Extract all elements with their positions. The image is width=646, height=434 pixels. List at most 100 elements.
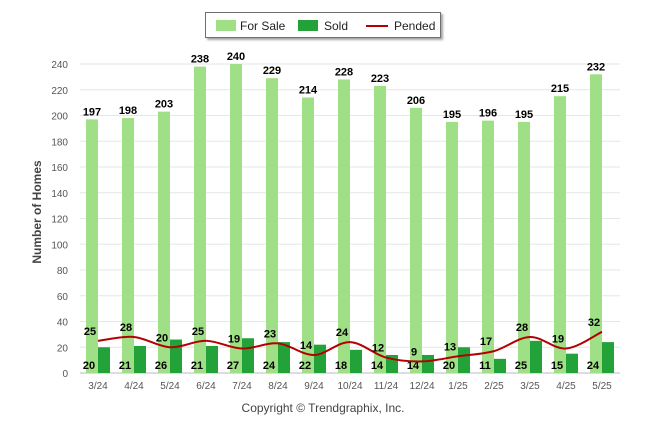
data-label-sold: 14 (407, 360, 420, 372)
x-tick-label: 4/24 (124, 381, 144, 392)
bar-sold (98, 347, 110, 373)
x-tick-label: 3/24 (88, 381, 108, 392)
data-label-pended: 24 (336, 327, 349, 339)
data-label-pended: 28 (120, 322, 132, 334)
copyright-text: Copyright © Trendgraphix, Inc. (241, 401, 405, 415)
legend-swatch-pended (366, 25, 388, 27)
bar-for-sale (446, 121, 458, 373)
y-tick-label: 0 (62, 369, 68, 380)
x-tick-label: 6/24 (196, 381, 216, 392)
bar-for-sale (122, 118, 134, 373)
legend: For Sale Sold Pended (205, 12, 441, 38)
data-label-pended: 13 (444, 341, 456, 353)
bar-sold (278, 342, 290, 373)
bar-sold (242, 338, 254, 373)
y-tick-label: 40 (57, 318, 69, 329)
y-tick-label: 120 (51, 215, 68, 226)
data-label-pended: 19 (228, 334, 240, 346)
data-label-for-sale: 229 (263, 65, 281, 77)
y-tick-label: 140 (51, 189, 68, 200)
data-label-sold: 11 (479, 360, 491, 372)
x-tick-label: 1/25 (448, 381, 468, 392)
bar-for-sale (338, 79, 350, 373)
x-tick-label: 2/25 (484, 381, 504, 392)
data-label-sold: 14 (371, 360, 384, 372)
bar-for-sale (86, 119, 98, 373)
data-label-pended: 17 (480, 336, 492, 348)
legend-label-pended: Pended (394, 19, 436, 33)
bar-for-sale (302, 97, 314, 373)
y-tick-label: 180 (51, 137, 68, 148)
y-tick-label: 60 (57, 292, 69, 303)
data-label-for-sale: 240 (227, 51, 245, 63)
y-tick-label: 80 (57, 266, 69, 277)
data-label-sold: 18 (335, 360, 347, 372)
bar-for-sale (194, 66, 206, 373)
data-label-sold: 25 (515, 360, 527, 372)
bar-sold (530, 340, 542, 373)
data-label-for-sale: 215 (551, 83, 569, 95)
x-tick-label: 7/24 (232, 381, 252, 392)
data-label-pended: 14 (300, 340, 313, 352)
data-label-for-sale: 195 (515, 109, 533, 121)
bar-sold (206, 345, 218, 373)
data-label-for-sale: 197 (83, 106, 101, 118)
bar-sold (422, 354, 434, 373)
bar-sold (170, 339, 182, 373)
legend-label-sold: Sold (324, 19, 349, 33)
data-label-pended: 20 (156, 332, 168, 344)
legend-swatch-sold (298, 20, 318, 31)
data-label-pended: 25 (84, 326, 96, 338)
bar-for-sale (590, 74, 602, 374)
data-label-sold: 27 (227, 360, 239, 372)
data-label-sold: 24 (587, 360, 600, 372)
x-tick-label: 5/25 (592, 381, 612, 392)
data-label-for-sale: 206 (407, 95, 425, 107)
bar-for-sale (158, 111, 170, 373)
data-label-sold: 15 (551, 360, 563, 372)
data-label-pended: 32 (588, 317, 600, 329)
y-tick-label: 200 (51, 112, 68, 123)
data-label-sold: 22 (299, 360, 311, 372)
bar-for-sale (554, 96, 566, 373)
data-label-pended: 9 (411, 346, 417, 358)
data-label-pended: 12 (372, 343, 384, 355)
data-label-sold: 20 (83, 360, 95, 372)
y-axis-label: Number of Homes (30, 160, 44, 264)
data-label-sold: 21 (191, 360, 203, 372)
bar-for-sale (266, 78, 278, 373)
data-label-sold: 24 (263, 360, 276, 372)
bar-for-sale (374, 85, 386, 373)
bar-sold (494, 358, 506, 373)
x-tick-label: 11/24 (374, 381, 399, 392)
bar-sold (314, 344, 326, 373)
data-label-for-sale: 196 (479, 108, 497, 120)
x-tick-label: 4/25 (556, 381, 576, 392)
data-label-pended: 25 (192, 326, 204, 338)
x-tick-label: 8/24 (268, 381, 288, 392)
x-tick-label: 12/24 (409, 381, 434, 392)
x-tick-label: 5/24 (160, 381, 180, 392)
data-label-for-sale: 223 (371, 73, 389, 85)
bar-for-sale (410, 107, 422, 374)
bar-sold (134, 345, 146, 373)
data-label-pended: 28 (516, 322, 528, 334)
y-tick-label: 100 (51, 240, 68, 251)
data-label-for-sale: 238 (191, 54, 209, 66)
bar-sold (602, 342, 614, 373)
y-tick-label: 220 (51, 86, 68, 97)
bar-for-sale (230, 64, 242, 373)
line-pended (97, 330, 603, 363)
legend-swatch-for-sale (216, 20, 236, 31)
legend-label-for-sale: For Sale (240, 19, 286, 33)
y-tick-label: 240 (51, 60, 68, 71)
y-tick-label: 160 (51, 163, 68, 174)
data-label-for-sale: 203 (155, 99, 173, 111)
data-label-for-sale: 195 (443, 109, 461, 121)
data-label-pended: 19 (552, 334, 564, 346)
x-tick-label: 10/24 (337, 381, 362, 392)
bar-for-sale (482, 120, 494, 374)
data-label-for-sale: 214 (299, 84, 318, 96)
